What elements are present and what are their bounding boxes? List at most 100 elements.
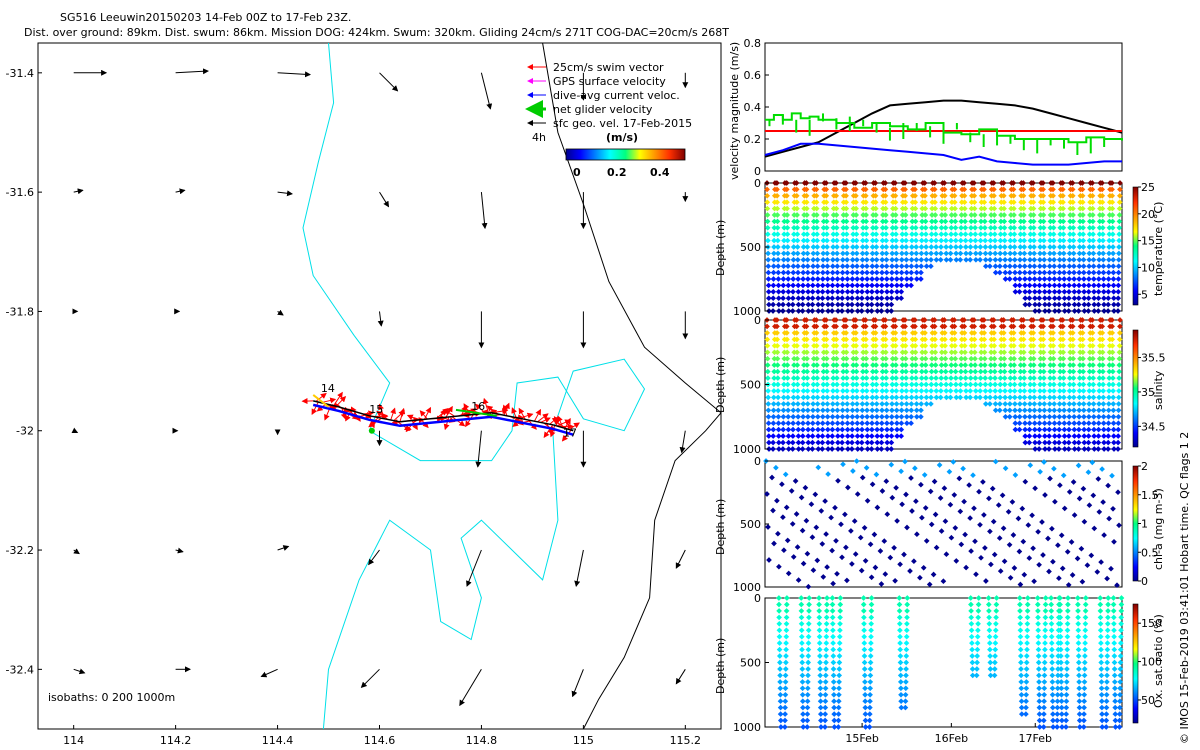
temperature-sample <box>783 186 790 193</box>
temperature-sample <box>1100 263 1107 270</box>
temperature-sample <box>1051 276 1058 282</box>
temperature-sample <box>1081 282 1087 289</box>
swim-vector-arrow <box>533 408 541 422</box>
temperature-sample <box>873 212 879 218</box>
temperature-sample <box>785 256 791 263</box>
temperature-sample <box>899 231 906 238</box>
temperature-sample <box>824 288 831 295</box>
temperature-sample <box>928 263 934 270</box>
temperature-sample <box>825 308 831 314</box>
temperature-sample <box>1099 192 1106 199</box>
salinity-sample <box>839 394 846 401</box>
salinity-sample <box>874 420 880 427</box>
swim-vector-arrow <box>335 395 347 407</box>
temperature-sample <box>844 250 850 257</box>
temperature-sample <box>1050 192 1056 199</box>
salinity-sample <box>775 394 781 401</box>
temperature-sample <box>824 269 831 276</box>
temperature-sample <box>864 308 871 314</box>
salinity-sample <box>849 394 856 401</box>
temperature-sample <box>820 263 826 270</box>
salinity-sample <box>834 394 841 401</box>
temperature-sample <box>859 269 866 276</box>
salinity-sample <box>839 433 846 439</box>
salinity-sample <box>849 446 855 452</box>
salinity-sample <box>849 433 855 439</box>
map-xtick-label: 114.8 <box>466 734 498 747</box>
temperature-sample <box>774 186 780 193</box>
temperature-sample <box>991 231 998 238</box>
salinity-sample <box>868 433 875 439</box>
salinity-sample <box>819 413 826 420</box>
temperature-sample <box>912 186 918 193</box>
temperature-sample <box>829 276 836 282</box>
salinity-sample <box>844 426 851 433</box>
salinity-sample <box>799 446 806 452</box>
temperature-sample <box>1110 282 1117 289</box>
temperature-sample <box>858 308 865 314</box>
salinity-sample <box>864 407 870 414</box>
salinity-sample <box>784 342 790 349</box>
temperature-sample <box>902 218 909 225</box>
salinity-sample <box>784 330 790 336</box>
temperature-sample <box>1096 224 1103 231</box>
temperature-sample <box>873 244 880 250</box>
temperature-sample <box>839 276 846 282</box>
temperature-sample <box>928 231 935 238</box>
temperature-sample <box>1017 244 1024 250</box>
salinity-sample <box>823 323 830 330</box>
salinity-sample <box>863 336 869 343</box>
salinity-sample <box>833 355 840 362</box>
temperature-sample <box>1031 231 1037 238</box>
salinity-sample <box>834 401 841 407</box>
temperature-sample <box>1090 218 1096 225</box>
salinity-sample <box>823 362 830 368</box>
temperature-sample <box>942 231 949 238</box>
salinity-sample <box>784 362 791 368</box>
salinity-sample <box>843 330 849 336</box>
map-xtick-label: 114.4 <box>262 734 294 747</box>
salinity-sample <box>872 323 879 330</box>
temperature-sample <box>992 269 999 276</box>
temperature-sample <box>963 250 969 257</box>
salinity-sample <box>850 381 856 388</box>
temperature-sample <box>1012 282 1019 289</box>
temperature-sample <box>830 244 836 250</box>
temperature-sample <box>1041 276 1048 282</box>
temperature-sample <box>962 224 969 231</box>
temperature-sample <box>882 186 889 193</box>
temperature-ytick-label: 1000 <box>733 305 761 318</box>
temperature-sample <box>928 250 934 257</box>
temperature-sample <box>784 192 790 199</box>
salinity-sample <box>844 433 851 439</box>
temperature-sample <box>971 199 978 206</box>
temperature-sample <box>1036 295 1043 302</box>
salinity-sample <box>834 426 841 433</box>
temperature-sample <box>789 308 796 314</box>
salinity-sample <box>874 426 880 433</box>
temperature-sample <box>1090 224 1096 231</box>
velocity-series-line <box>764 99 1123 158</box>
salinity-sample <box>795 446 802 452</box>
temperature-sample <box>771 218 778 225</box>
salinity-sample <box>859 420 865 427</box>
oxygen-xtick-label: 15Feb <box>845 732 878 745</box>
salinity-sample <box>764 355 771 362</box>
temperature-sample <box>854 308 861 314</box>
temperature-sample <box>765 288 772 295</box>
temperature-sample <box>893 224 899 231</box>
temperature-sample <box>1047 218 1054 225</box>
temperature-sample <box>774 218 781 225</box>
temperature-sample <box>1090 269 1097 276</box>
isobath-200m-line <box>302 42 646 730</box>
temperature-sample <box>903 244 910 250</box>
salinity-sample <box>800 407 807 414</box>
salinity-sample <box>823 342 830 349</box>
salinity-sample <box>869 407 876 414</box>
temperature-sample <box>1110 288 1117 295</box>
temperature-sample <box>1106 256 1112 263</box>
temperature-sample <box>1080 231 1087 238</box>
salinity-sample <box>825 433 831 439</box>
temperature-sample <box>1069 186 1076 193</box>
